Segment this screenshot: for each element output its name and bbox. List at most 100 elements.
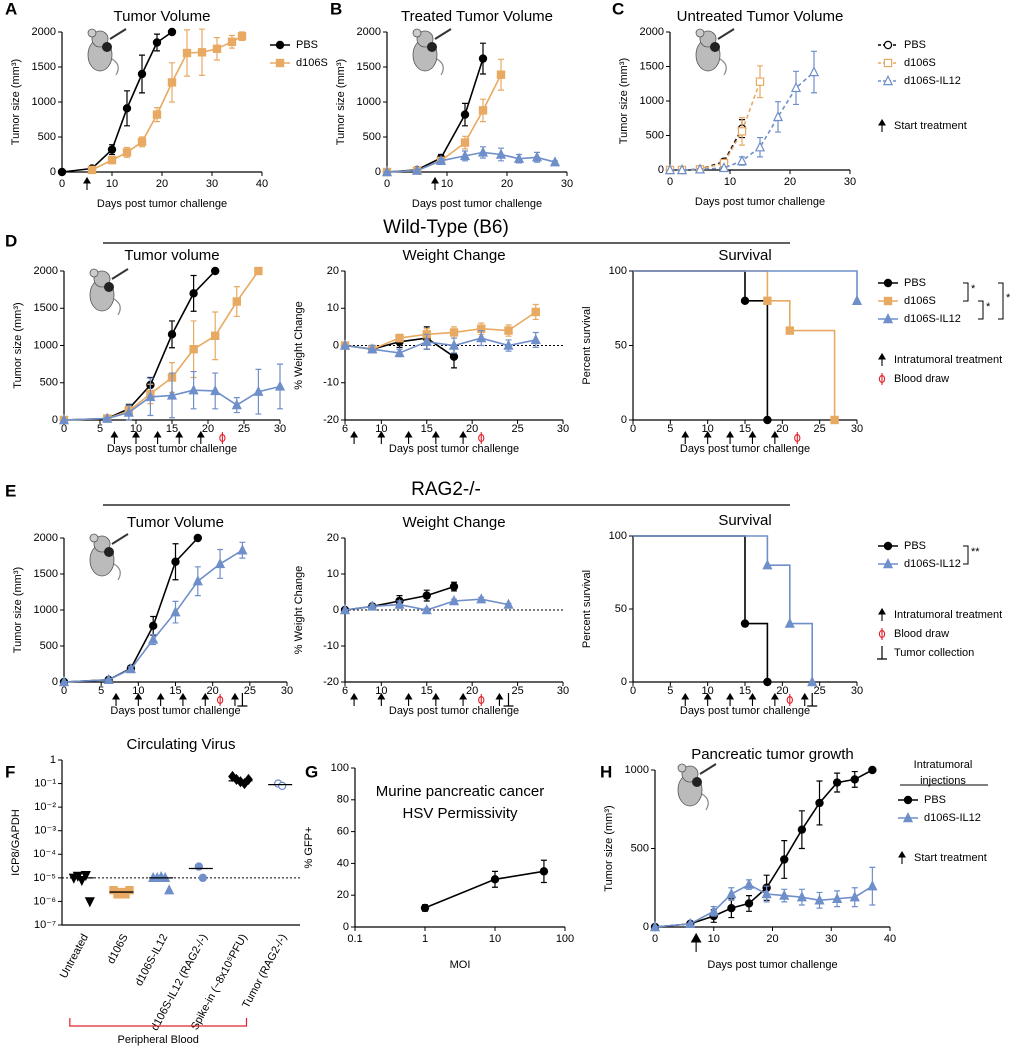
- y-tick-label: 1500: [34, 302, 58, 314]
- mouse-ear: [677, 763, 687, 773]
- note-label: Intratumoral treatment: [894, 609, 1002, 621]
- data-point: [851, 294, 863, 305]
- data-point: [435, 154, 447, 165]
- x-tick-label: 15: [739, 423, 751, 435]
- x-axis-label: Days post tumor challenge: [412, 198, 542, 210]
- treatment-arrow: [153, 430, 162, 444]
- y-tick-label: 0: [375, 166, 381, 178]
- data-point: [736, 155, 748, 166]
- x-tick-label: 10: [724, 176, 736, 188]
- legend-label: d106S: [904, 57, 936, 69]
- tumor-collection-symbol: [877, 646, 887, 660]
- x-tick-label: 20: [202, 423, 214, 435]
- section-header: Wild-Type (B6): [383, 217, 509, 238]
- x-axis-label: Days post tumor challenge: [389, 705, 519, 717]
- chart-subtitle: HSV Permissivity: [402, 805, 518, 822]
- data-point: [726, 888, 737, 899]
- x-tick-label: 5: [97, 423, 103, 435]
- data-point: [460, 138, 470, 147]
- survival-curve: [633, 270, 769, 420]
- y-axis-label: Tumor size (mm³): [618, 58, 630, 144]
- y-axis-label: ICP8/GAPDH: [10, 809, 22, 876]
- x-axis-label: Days post tumor challenge: [680, 443, 810, 455]
- survival-curve: [633, 270, 858, 301]
- blood-draw-symbol: [478, 432, 485, 444]
- y-tick-label: 0: [52, 414, 58, 426]
- treatment-arrow: [350, 692, 359, 706]
- y-tick-label: -10: [323, 377, 339, 389]
- syringe: [111, 268, 129, 280]
- data-point: [421, 604, 432, 615]
- mouse-ear: [412, 28, 422, 38]
- data-point: [737, 127, 747, 136]
- data-point: [76, 875, 87, 887]
- data-point: [171, 557, 180, 566]
- data-point: [495, 148, 507, 159]
- panel-letter: B: [330, 0, 342, 18]
- data-point: [744, 899, 754, 908]
- data-point: [227, 37, 237, 47]
- data-point: [761, 888, 772, 899]
- data-point: [449, 328, 459, 337]
- series-line: [424, 870, 545, 909]
- treatment-arrow: [350, 430, 359, 444]
- legend-label: d106S: [296, 57, 328, 69]
- x-axis-label: Days post tumor challenge: [389, 443, 519, 455]
- treatment-arrow: [703, 430, 712, 444]
- y-tick-label: -10: [323, 640, 339, 652]
- mouse-ear: [695, 28, 705, 38]
- x-tick-label: 0: [384, 178, 390, 190]
- legend-label: PBS: [904, 39, 926, 51]
- mouse-ear: [89, 268, 99, 278]
- data-point: [676, 164, 688, 175]
- treatment-arrow: [878, 607, 886, 621]
- x-tick-label: 20: [766, 933, 778, 945]
- survival-curve: [633, 535, 813, 682]
- data-point: [192, 575, 203, 586]
- mouse-icon: [89, 268, 129, 316]
- mouse-tail: [719, 58, 727, 76]
- y-axis-label: Percent survival: [581, 306, 593, 384]
- treatment-arrow: [196, 430, 205, 444]
- panel-letter: E: [5, 481, 16, 500]
- survival-curve: [633, 270, 836, 420]
- y-tick-label: 1000: [32, 96, 56, 108]
- note-label: Tumor collection: [894, 647, 974, 659]
- data-point: [198, 873, 208, 883]
- data-point: [102, 412, 113, 423]
- data-point: [80, 870, 91, 882]
- data-point: [275, 40, 285, 50]
- treatment-arrow: [459, 692, 468, 706]
- y-tick-label: 500: [40, 640, 58, 652]
- chart-title: Survival: [718, 247, 771, 264]
- y-tick-label: 0: [621, 414, 627, 426]
- note-label: Blood draw: [894, 628, 949, 640]
- data-point: [740, 619, 750, 628]
- data-point: [478, 54, 488, 63]
- panel-letter: H: [600, 762, 612, 781]
- chart-title: Tumor Volume: [127, 514, 224, 531]
- data-point: [137, 137, 147, 147]
- treatment-arrow: [134, 692, 143, 706]
- significance-bracket: [978, 300, 984, 320]
- data-point: [694, 163, 706, 174]
- x-tick-label: 40: [884, 933, 896, 945]
- x-tick-label: 100: [556, 933, 574, 945]
- significance-label: **: [971, 546, 980, 558]
- syringe: [109, 28, 127, 40]
- note-label: Intratumoral treatment: [894, 354, 1002, 366]
- x-tick-label: 0: [59, 178, 65, 190]
- significance-label: *: [1006, 292, 1011, 304]
- blood-draw-symbol: [786, 694, 793, 706]
- data-point: [232, 297, 241, 306]
- y-tick-label: 0: [643, 921, 649, 933]
- data-point: [137, 69, 147, 79]
- data-point: [58, 676, 70, 687]
- x-tick-label: 10: [441, 178, 453, 190]
- treatment-arrow: [201, 692, 210, 706]
- data-point: [125, 885, 134, 895]
- data-point: [762, 559, 773, 570]
- data-point: [212, 44, 222, 54]
- significance-label: *: [986, 301, 991, 313]
